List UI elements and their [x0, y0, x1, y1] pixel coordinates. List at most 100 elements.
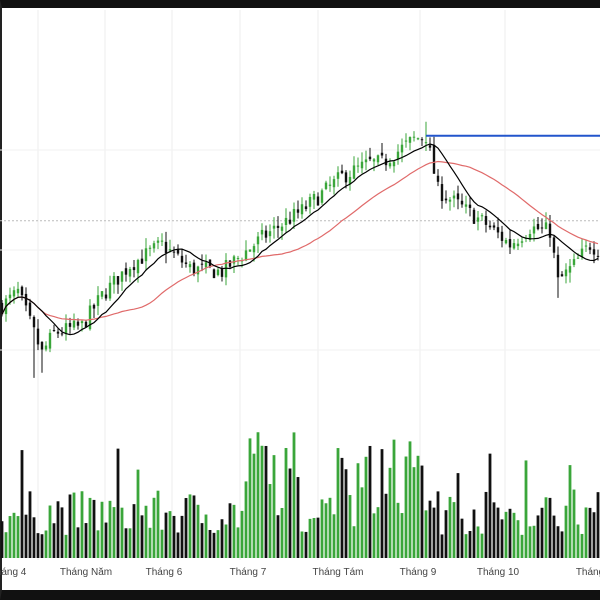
- volume-bar: [580, 533, 584, 558]
- volume-bar: [188, 494, 192, 558]
- volume-bar: [220, 519, 224, 558]
- volume-bar: [584, 507, 588, 558]
- x-tick-label: Tháng 10: [477, 567, 520, 578]
- candle-body: [332, 179, 336, 188]
- candle-body: [96, 295, 100, 306]
- volume-bar: [252, 453, 256, 558]
- volume-bar: [468, 531, 472, 558]
- candle-body: [312, 193, 316, 200]
- volume-bar: [464, 534, 468, 558]
- volume-bar: [256, 432, 260, 558]
- volume-bar: [152, 497, 156, 558]
- volume-bar: [284, 447, 288, 558]
- volume-bar: [336, 448, 340, 558]
- grid-lines: [0, 10, 600, 560]
- volume-bar: [24, 514, 28, 558]
- candle-body: [316, 196, 320, 206]
- volume-bar: [512, 512, 516, 558]
- volume-bar: [132, 504, 136, 558]
- volume-bar: [56, 501, 60, 558]
- candle-body: [0, 302, 4, 315]
- volume-bar: [140, 515, 144, 558]
- candle-body: [572, 259, 576, 265]
- volume-bar: [264, 445, 268, 558]
- volume-bar: [320, 499, 324, 558]
- candle-body: [592, 249, 596, 255]
- volume-bar: [500, 519, 504, 558]
- volume-bar: [8, 516, 12, 558]
- volume-bar: [332, 514, 336, 558]
- volume-bar: [452, 502, 456, 558]
- candle-body: [292, 208, 296, 222]
- candle-body: [496, 227, 500, 233]
- candle-body: [432, 144, 436, 174]
- candle-body: [232, 256, 236, 264]
- candle-body: [200, 263, 204, 265]
- volume-bar: [68, 494, 72, 558]
- candle-body: [204, 262, 208, 268]
- candle-body: [108, 282, 112, 299]
- volume-bar: [524, 460, 528, 558]
- candle-body: [32, 316, 36, 328]
- candle-body: [564, 269, 568, 277]
- volume-bar: [476, 526, 480, 558]
- volume-bar: [552, 515, 556, 558]
- volume-bar: [592, 512, 596, 558]
- volume-bar: [340, 457, 344, 558]
- volume-bar: [240, 510, 244, 558]
- volume-bar: [216, 530, 220, 558]
- volume-bar: [360, 487, 364, 558]
- volume-bar: [456, 473, 460, 558]
- volume-bar: [304, 531, 308, 558]
- volume-bar: [548, 497, 552, 558]
- candle-body: [276, 225, 280, 228]
- volume-bar: [164, 512, 168, 558]
- candle-body: [36, 328, 40, 345]
- volume-bar: [32, 517, 36, 558]
- volume-bar: [0, 521, 4, 558]
- volume-bar: [92, 499, 96, 558]
- candle-body: [68, 323, 72, 327]
- volume-bar: [272, 455, 276, 558]
- candle-body: [568, 266, 572, 273]
- candle-body: [128, 268, 132, 277]
- volume-bar: [312, 517, 316, 558]
- volume-bars: [0, 432, 600, 558]
- candle-body: [228, 260, 232, 267]
- x-tick-label: Tháng: [576, 567, 600, 578]
- volume-bar: [516, 520, 520, 558]
- volume-bar: [568, 465, 572, 558]
- candle-body: [40, 341, 44, 350]
- volume-bar: [176, 532, 180, 558]
- x-tick-label: Tháng 9: [400, 567, 437, 578]
- candle-body: [216, 269, 220, 276]
- volume-bar: [168, 511, 172, 558]
- candle-body: [344, 172, 348, 183]
- candle-body: [244, 250, 248, 261]
- volume-bar: [148, 527, 152, 558]
- candle-body: [144, 248, 148, 262]
- candle-body: [580, 248, 584, 257]
- candle-body: [260, 229, 264, 235]
- candle-body: [504, 239, 508, 244]
- candle-body: [428, 145, 432, 148]
- candle-body: [308, 197, 312, 207]
- candle-body: [584, 245, 588, 247]
- candlesticks: [0, 121, 600, 378]
- candle-body: [280, 226, 284, 231]
- candle-body: [24, 293, 28, 306]
- candle-body: [552, 237, 556, 253]
- volume-bar: [324, 503, 328, 558]
- candle-body: [364, 159, 368, 163]
- volume-bar: [576, 524, 580, 558]
- candle-body: [288, 219, 292, 224]
- volume-bar: [36, 533, 40, 558]
- volume-bar: [100, 501, 104, 558]
- candle-body: [480, 215, 484, 217]
- candle-body: [132, 267, 136, 271]
- volume-bar: [372, 513, 376, 558]
- volume-bar: [560, 531, 564, 558]
- candle-body: [172, 251, 176, 253]
- candle-body: [376, 155, 380, 163]
